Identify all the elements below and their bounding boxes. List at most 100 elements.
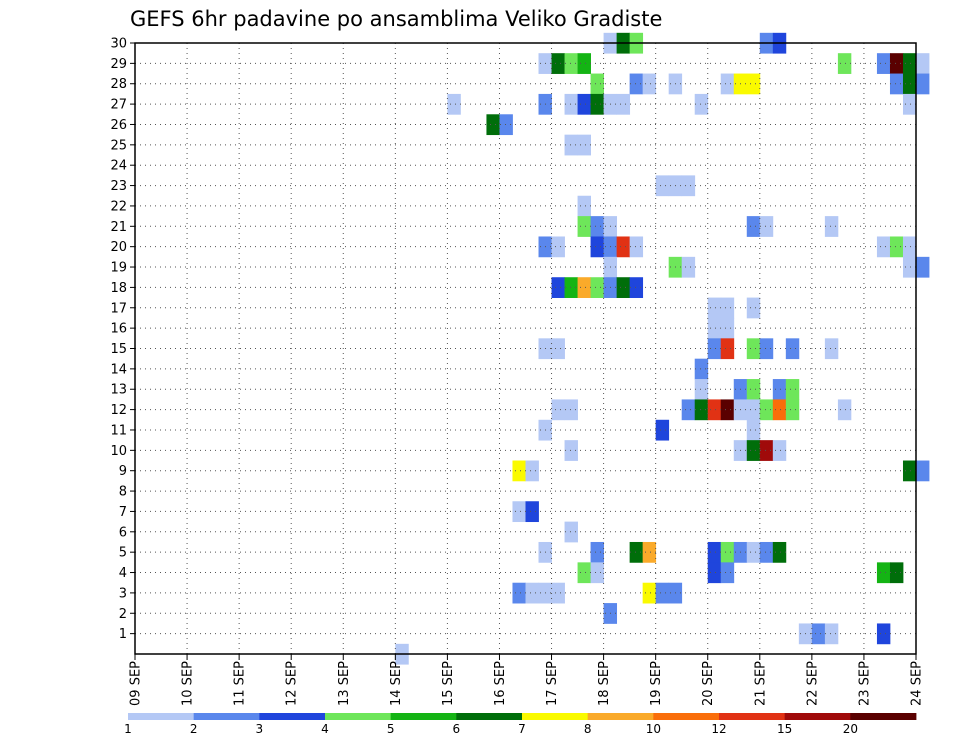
- precip-cell: [759, 399, 774, 421]
- precip-cell: [616, 93, 631, 115]
- colorbar-segment: [128, 713, 195, 720]
- x-tick-label: 09 SEP: [129, 661, 144, 706]
- precip-cell: [759, 541, 774, 563]
- colorbar-label: 5: [387, 722, 395, 736]
- x-tick-label: 12 SEP: [285, 661, 300, 706]
- precip-cell: [902, 256, 917, 278]
- precip-cell: [707, 541, 722, 563]
- precip-cell: [876, 623, 891, 645]
- precip-cell: [590, 541, 604, 563]
- precip-cell: [876, 236, 891, 258]
- precip-cell: [876, 53, 891, 74]
- colorbar-segment: [325, 713, 392, 720]
- colorbar-label: 2: [190, 722, 198, 736]
- precip-cell: [720, 338, 735, 360]
- precip-cell: [512, 501, 526, 523]
- x-tick-label: 19 SEP: [649, 661, 664, 706]
- y-tick-label: 28: [110, 77, 127, 92]
- precip-cell: [694, 399, 709, 421]
- precip-cell: [876, 562, 891, 584]
- precip-cell: [746, 216, 761, 237]
- precip-cell: [525, 501, 539, 523]
- precip-cell: [577, 216, 591, 237]
- precip-cell: [772, 399, 787, 421]
- y-tick-label: 11: [110, 423, 127, 438]
- precip-cell: [551, 399, 565, 421]
- precip-cell: [694, 358, 709, 380]
- y-tick-label: 1: [119, 627, 127, 642]
- precip-cell: [616, 277, 631, 298]
- precip-cell: [759, 338, 774, 360]
- precipitation-cells: [395, 32, 930, 665]
- y-tick-label: 21: [110, 220, 127, 235]
- precip-cell: [902, 460, 917, 482]
- x-tick-label: 20 SEP: [701, 661, 716, 706]
- x-tick-label: 17 SEP: [545, 661, 560, 706]
- colorbar-segment: [456, 713, 523, 720]
- precip-cell: [577, 134, 591, 156]
- x-tick-label: 11 SEP: [233, 661, 248, 706]
- precip-cell: [772, 541, 787, 563]
- precip-cell: [681, 175, 696, 197]
- precip-cell: [577, 195, 591, 217]
- y-tick-label: 10: [110, 444, 127, 459]
- precip-cell: [577, 562, 591, 584]
- x-axis: 09 SEP 10 SEP 11 SEP 12 SEP 13 SEP 14 SEP 15 S…: [129, 654, 925, 706]
- x-tick-label: 15 SEP: [441, 661, 456, 706]
- precip-cell: [772, 379, 787, 400]
- colorbar-label: 6: [453, 722, 461, 736]
- y-tick-label: 13: [110, 383, 127, 398]
- precip-cell: [707, 317, 722, 339]
- x-tick-label: 13 SEP: [337, 661, 352, 706]
- precip-cell: [551, 338, 565, 360]
- precip-cell: [447, 93, 461, 115]
- precip-cell: [590, 277, 604, 298]
- precip-cell: [902, 93, 917, 115]
- colorbar-segment: [390, 713, 457, 720]
- colorbar-label: 12: [711, 722, 726, 736]
- precip-cell: [525, 582, 539, 604]
- precip-cell: [916, 53, 930, 74]
- y-tick-label: 16: [110, 322, 127, 337]
- precip-cell: [564, 440, 578, 461]
- precip-cell: [655, 419, 670, 441]
- precip-cell: [824, 338, 839, 360]
- y-tick-label: 17: [110, 301, 127, 316]
- colorbar-segment: [784, 713, 851, 720]
- x-tick-label: 22 SEP: [805, 661, 820, 706]
- colorbar-label: 10: [646, 722, 661, 736]
- precip-cell: [889, 562, 904, 584]
- colorbar-label: 7: [518, 722, 526, 736]
- precip-cell: [720, 73, 735, 95]
- colorbar-segment: [259, 713, 326, 720]
- y-tick-label: 15: [110, 342, 127, 357]
- precip-cell: [655, 175, 670, 197]
- precip-cell: [551, 53, 565, 74]
- colorbar-label: 3: [256, 722, 264, 736]
- precip-cell: [837, 53, 852, 74]
- precip-cell: [564, 399, 578, 421]
- precip-cell: [811, 623, 826, 645]
- precip-cell: [551, 277, 565, 298]
- precip-cell: [707, 562, 722, 584]
- precip-cell: [889, 53, 904, 74]
- precip-cell: [902, 236, 917, 258]
- precip-cell: [642, 541, 657, 563]
- precip-cell: [499, 114, 513, 136]
- y-tick-label: 14: [110, 362, 127, 377]
- precip-cell: [707, 338, 722, 360]
- y-tick-label: 24: [110, 159, 127, 174]
- colorbar-label: 15: [777, 722, 792, 736]
- precip-cell: [746, 338, 761, 360]
- precip-cell: [902, 53, 917, 74]
- precip-cell: [564, 53, 578, 74]
- precip-cell: [720, 297, 735, 319]
- precip-cell: [694, 379, 709, 400]
- precip-cell: [629, 277, 644, 298]
- y-tick-label: 22: [110, 199, 127, 214]
- y-tick-label: 12: [110, 403, 127, 418]
- y-tick-label: 20: [110, 240, 127, 255]
- precip-cell: [577, 53, 591, 74]
- precip-cell: [720, 399, 735, 421]
- precip-cell: [759, 440, 774, 461]
